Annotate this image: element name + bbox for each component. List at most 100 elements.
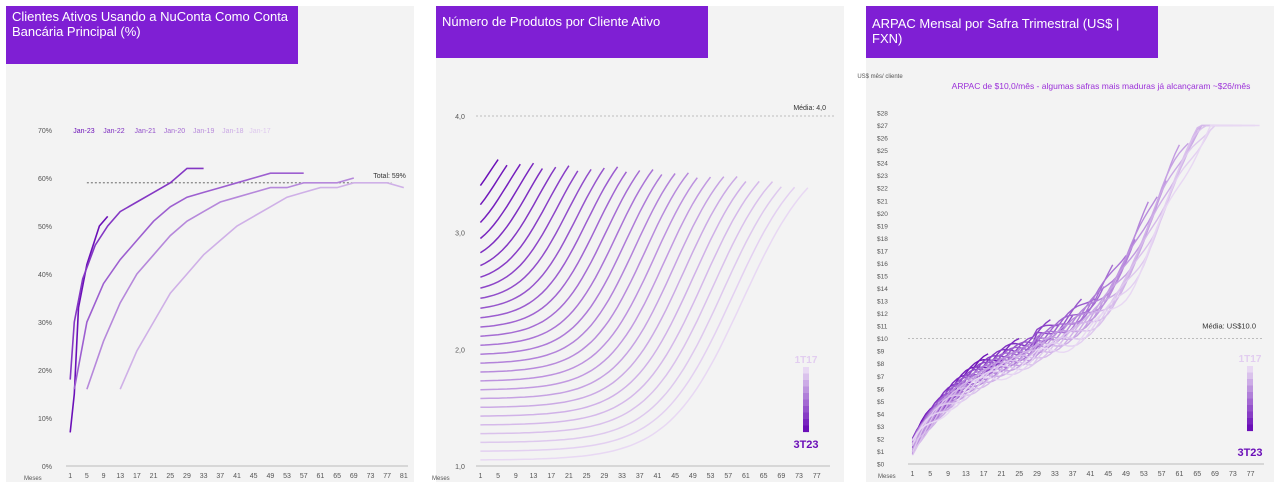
legend-bottom-label: 3T23 — [793, 439, 818, 451]
x-tick-label: 17 — [547, 473, 555, 480]
y-tick-label: $10 — [877, 336, 888, 343]
x-tick-label: 57 — [724, 473, 732, 480]
series-line — [911, 125, 1203, 441]
chart-arpac: $0 $1 $2 $3 $4 $5 $6 $7 $8 $9 $10 $11 $12 $13 $14 $15 $1… — [857, 74, 1264, 480]
y-tick-label: $21 — [877, 198, 888, 205]
x-tick-label: 1 — [68, 473, 72, 480]
x-tick-label: 77 — [1247, 471, 1255, 478]
y-axis-title: US$ mês/ cliente — [857, 74, 903, 80]
series-label: Jan-22 — [103, 128, 125, 135]
y-tick-label: $23 — [877, 173, 888, 180]
x-tick-label: 17 — [133, 473, 141, 480]
series-label: Jan-23 — [73, 128, 95, 135]
series-line — [480, 187, 809, 461]
legend-top-label: 1T17 — [795, 355, 818, 366]
y-tick-label: $20 — [877, 211, 888, 218]
legend-gradient-segment — [1247, 372, 1253, 380]
series-line — [69, 167, 204, 380]
legend-bottom-label: 3T23 — [1237, 447, 1262, 459]
x-tick-label: 13 — [962, 471, 970, 478]
x-tick-label: 33 — [1051, 471, 1059, 478]
y-tick-label: $28 — [877, 111, 888, 118]
series-line — [479, 162, 535, 240]
panel-primary-account: Clientes Ativos Usando a NuConta Como Co… — [0, 0, 420, 485]
x-tick-label: 57 — [300, 473, 308, 480]
series-line — [480, 173, 676, 364]
y-tick-label: $24 — [877, 161, 888, 168]
y-tick-label: $7 — [877, 374, 885, 381]
reference-label: Média: US$10.0 — [1202, 322, 1256, 331]
legend-gradient-segment — [1247, 398, 1253, 406]
series-line — [480, 181, 747, 417]
series-line — [480, 180, 760, 426]
series-line — [480, 186, 796, 452]
legend-gradient-segment — [803, 393, 809, 400]
y-tick-label: $12 — [877, 311, 888, 318]
chart-primary-account: 0% 10% 20% 30% 40% 50% 60% 70% 1 5 9 13 17 21 25 29 33 37… — [24, 128, 408, 482]
legend-gradient-segment — [803, 419, 809, 426]
x-tick-label: 77 — [813, 473, 821, 480]
x-tick-label: 25 — [166, 473, 174, 480]
x-tick-label: 53 — [283, 473, 291, 480]
y-tick-label: 0% — [42, 464, 52, 471]
x-tick-label: 29 — [1033, 471, 1041, 478]
legend-gradient-segment — [1247, 405, 1253, 412]
legend-gradient-segment — [803, 367, 809, 374]
series-line — [911, 286, 1105, 454]
x-tick-label: 21 — [565, 473, 573, 480]
series-line — [479, 163, 521, 224]
x-tick-label: 41 — [233, 473, 241, 480]
y-tick-label: $8 — [877, 361, 885, 368]
legend-gradient-segment — [803, 425, 809, 433]
x-tick-label: 73 — [795, 473, 803, 480]
x-axis-title: Meses — [24, 476, 42, 482]
chart-title: ARPAC Mensal por Safra Trimestral (US$ |… — [866, 6, 1158, 58]
series-line — [73, 172, 304, 390]
series-line — [911, 124, 1233, 456]
y-tick-label: $5 — [877, 399, 885, 406]
y-tick-label: 10% — [38, 416, 52, 423]
x-tick-label: 45 — [250, 473, 258, 480]
legend-gradient-segment — [803, 380, 809, 387]
x-tick-label: 69 — [1211, 471, 1219, 478]
x-tick-label: 73 — [367, 473, 375, 480]
panel-products-per-client: Número de Produtos por Cliente Ativo 1,0… — [430, 0, 850, 485]
series-label: Jan-21 — [135, 128, 157, 135]
series-line — [911, 124, 1260, 442]
x-tick-label: 5 — [928, 471, 932, 478]
x-tick-label: 45 — [671, 473, 679, 480]
y-tick-label: 20% — [38, 368, 52, 375]
legend-gradient-segment — [803, 386, 809, 394]
series-line — [911, 124, 1256, 446]
x-tick-label: 49 — [266, 473, 274, 480]
series-line — [480, 177, 698, 382]
x-tick-label: 37 — [636, 473, 644, 480]
x-tick-label: 37 — [1069, 471, 1077, 478]
series-line — [479, 164, 508, 206]
x-axis-title: Meses — [432, 476, 450, 482]
legend-gradient-segment — [1247, 379, 1253, 386]
x-tick-label: 61 — [317, 473, 325, 480]
y-tick-label: 40% — [38, 272, 52, 279]
series-line — [480, 165, 570, 278]
series-line — [480, 167, 605, 309]
y-tick-label: 3,0 — [455, 231, 465, 238]
x-tick-label: 53 — [707, 473, 715, 480]
x-tick-label: 1 — [478, 473, 482, 480]
y-tick-label: $9 — [877, 349, 885, 356]
series-line — [480, 166, 619, 319]
reference-label: Total: 59% — [373, 173, 406, 180]
y-tick-label: 60% — [38, 176, 52, 183]
x-tick-label: 25 — [1015, 471, 1023, 478]
legend-top-label: 1T17 — [1239, 354, 1262, 365]
legend-gradient-segment — [803, 373, 809, 381]
x-tick-label: 17 — [980, 471, 988, 478]
legend-gradient-segment — [803, 399, 809, 407]
legend-gradient-segment — [1247, 411, 1253, 419]
x-axis-title: Meses — [878, 474, 896, 480]
series-line — [69, 215, 109, 433]
x-tick-label: 13 — [530, 473, 538, 480]
x-tick-label: 9 — [946, 471, 950, 478]
chart-title: Clientes Ativos Usando a NuConta Como Co… — [6, 6, 298, 64]
x-tick-label: 25 — [583, 473, 591, 480]
